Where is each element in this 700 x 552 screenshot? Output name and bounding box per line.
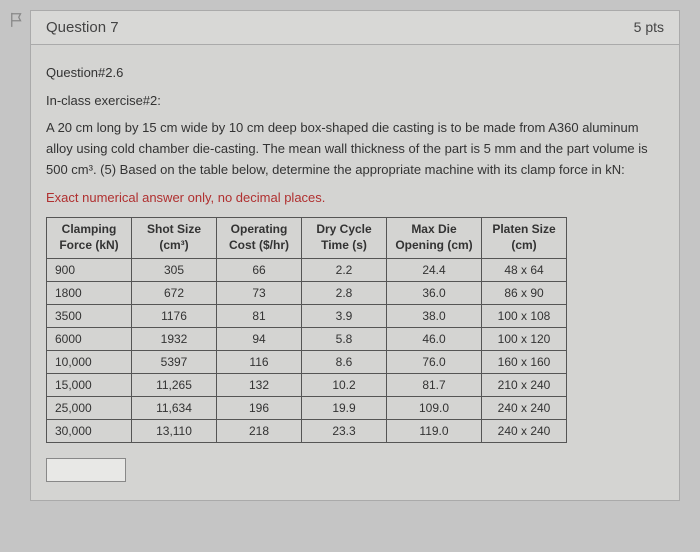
table-cell: 1800	[47, 281, 132, 304]
table-cell: 15,000	[47, 373, 132, 396]
answer-input[interactable]	[46, 458, 126, 482]
data-table: ClampingForce (kN)Shot Size(cm³)Operatin…	[46, 217, 567, 442]
table-cell: 38.0	[387, 304, 482, 327]
table-cell: 30,000	[47, 419, 132, 442]
table-row: 15,00011,26513210.281.7210 x 240	[47, 373, 567, 396]
table-cell: 196	[217, 396, 302, 419]
table-cell: 305	[132, 258, 217, 281]
table-cell: 1932	[132, 327, 217, 350]
table-cell: 46.0	[387, 327, 482, 350]
table-cell: 2.8	[302, 281, 387, 304]
table-cell: 36.0	[387, 281, 482, 304]
question-subtitle: Question#2.6	[46, 63, 664, 83]
table-header-cell: Shot Size(cm³)	[132, 218, 217, 258]
table-row: 25,00011,63419619.9109.0240 x 240	[47, 396, 567, 419]
table-cell: 11,634	[132, 396, 217, 419]
table-header-cell: Dry CycleTime (s)	[302, 218, 387, 258]
flag-icon[interactable]	[10, 12, 24, 28]
table-cell: 23.3	[302, 419, 387, 442]
table-cell: 160 x 160	[482, 350, 567, 373]
table-header-cell: Platen Size(cm)	[482, 218, 567, 258]
table-cell: 25,000	[47, 396, 132, 419]
exact-note: Exact numerical answer only, no decimal …	[46, 190, 664, 205]
table-header-cell: Max DieOpening (cm)	[387, 218, 482, 258]
table-cell: 81.7	[387, 373, 482, 396]
table-cell: 8.6	[302, 350, 387, 373]
table-cell: 24.4	[387, 258, 482, 281]
table-cell: 66	[217, 258, 302, 281]
table-row: 30,00013,11021823.3119.0240 x 240	[47, 419, 567, 442]
table-cell: 116	[217, 350, 302, 373]
table-cell: 3.9	[302, 304, 387, 327]
question-title: Question 7	[46, 19, 119, 36]
table-cell: 10.2	[302, 373, 387, 396]
table-cell: 240 x 240	[482, 396, 567, 419]
table-cell: 109.0	[387, 396, 482, 419]
exercise-label: In-class exercise#2:	[46, 91, 664, 111]
table-row: 1800672732.836.086 x 90	[47, 281, 567, 304]
table-cell: 10,000	[47, 350, 132, 373]
table-cell: 94	[217, 327, 302, 350]
table-cell: 2.2	[302, 258, 387, 281]
table-cell: 76.0	[387, 350, 482, 373]
table-cell: 3500	[47, 304, 132, 327]
table-cell: 900	[47, 258, 132, 281]
table-cell: 11,265	[132, 373, 217, 396]
table-cell: 86 x 90	[482, 281, 567, 304]
table-cell: 100 x 120	[482, 327, 567, 350]
table-header-cell: ClampingForce (kN)	[47, 218, 132, 258]
table-cell: 218	[217, 419, 302, 442]
question-points: 5 pts	[634, 19, 664, 36]
table-cell: 5397	[132, 350, 217, 373]
table-cell: 48 x 64	[482, 258, 567, 281]
table-cell: 1176	[132, 304, 217, 327]
table-row: 900305662.224.448 x 64	[47, 258, 567, 281]
table-header-row: ClampingForce (kN)Shot Size(cm³)Operatin…	[47, 218, 567, 258]
question-prompt: A 20 cm long by 15 cm wide by 10 cm deep…	[46, 118, 664, 180]
table-cell: 672	[132, 281, 217, 304]
table-row: 35001176813.938.0100 x 108	[47, 304, 567, 327]
question-content: Question#2.6 In-class exercise#2: A 20 c…	[30, 45, 680, 501]
table-cell: 100 x 108	[482, 304, 567, 327]
table-cell: 6000	[47, 327, 132, 350]
table-row: 60001932945.846.0100 x 120	[47, 327, 567, 350]
table-cell: 5.8	[302, 327, 387, 350]
table-cell: 13,110	[132, 419, 217, 442]
table-cell: 240 x 240	[482, 419, 567, 442]
table-header-cell: OperatingCost ($/hr)	[217, 218, 302, 258]
table-cell: 119.0	[387, 419, 482, 442]
table-row: 10,00053971168.676.0160 x 160	[47, 350, 567, 373]
question-header: Question 7 5 pts	[30, 10, 680, 45]
table-cell: 210 x 240	[482, 373, 567, 396]
table-cell: 73	[217, 281, 302, 304]
table-cell: 81	[217, 304, 302, 327]
table-cell: 19.9	[302, 396, 387, 419]
table-cell: 132	[217, 373, 302, 396]
